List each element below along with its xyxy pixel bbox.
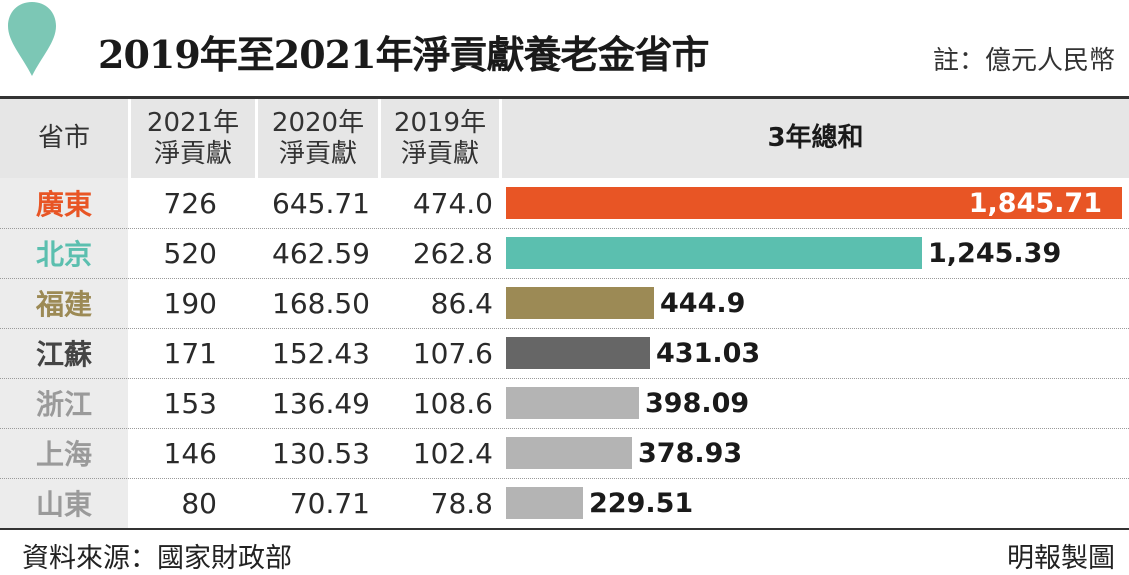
total-bar <box>506 287 654 319</box>
header-2020-sub: 淨貢獻 <box>278 138 357 169</box>
header-2019-year: 2019年 <box>393 107 487 138</box>
value-2019: 107.6 <box>412 336 493 370</box>
total-value-label: 1,245.39 <box>928 237 1062 269</box>
province-label: 江蘇 <box>35 338 92 371</box>
source-note: 資料來源：國家財政部 <box>22 543 292 574</box>
value-2021: 171 <box>163 336 217 370</box>
column-divider <box>128 99 131 529</box>
value-2021: 80 <box>181 486 217 520</box>
total-value-label: 398.09 <box>645 387 750 419</box>
row-divider <box>0 278 1129 279</box>
value-2020: 168.50 <box>272 286 370 320</box>
value-2021: 153 <box>163 386 217 420</box>
province-label: 上海 <box>35 438 92 471</box>
header-2021-sub: 淨貢獻 <box>153 138 232 169</box>
province-label: 山東 <box>35 488 92 521</box>
value-2020: 152.43 <box>272 336 370 370</box>
value-2019: 102.4 <box>412 436 493 470</box>
total-bar <box>506 437 632 469</box>
value-2019: 86.4 <box>430 286 493 320</box>
row-divider <box>0 228 1129 229</box>
value-2020: 645.71 <box>272 186 370 220</box>
row-divider <box>0 328 1129 329</box>
value-2020: 136.49 <box>272 386 370 420</box>
header-total: 3年總和 <box>502 99 1129 178</box>
header-2020: 2020年 淨貢獻 <box>258 99 378 178</box>
total-value-label: 444.9 <box>660 287 746 319</box>
column-divider <box>378 99 381 529</box>
total-bar <box>506 387 639 419</box>
total-value-label: 378.93 <box>638 437 743 469</box>
column-divider <box>499 99 502 529</box>
value-2021: 146 <box>163 436 217 470</box>
row-divider <box>0 478 1129 479</box>
total-bar <box>506 187 1122 219</box>
top-rule <box>0 96 1129 99</box>
total-bar <box>506 487 583 519</box>
value-2020: 130.53 <box>272 436 370 470</box>
value-2019: 108.6 <box>412 386 493 420</box>
header-2019: 2019年 淨貢獻 <box>381 99 499 178</box>
value-2021: 190 <box>163 286 217 320</box>
header-province-label: 省市 <box>37 123 90 154</box>
header-province: 省市 <box>0 99 128 178</box>
header-2021: 2021年 淨貢獻 <box>131 99 255 178</box>
value-2019: 78.8 <box>430 486 493 520</box>
drop-icon <box>8 2 56 76</box>
total-value-label: 229.51 <box>589 487 694 519</box>
province-label: 福建 <box>35 288 92 321</box>
header-total-label: 3年總和 <box>767 123 864 154</box>
province-label: 廣東 <box>35 188 92 221</box>
chart-title: 2019年至2021年淨貢獻養老金省市 <box>98 32 710 77</box>
value-2021: 726 <box>163 186 217 220</box>
bottom-rule <box>0 528 1129 530</box>
value-2019: 262.8 <box>412 236 493 270</box>
province-label: 北京 <box>35 238 92 271</box>
unit-note: 註：億元人民幣 <box>932 46 1115 76</box>
header-2019-sub: 淨貢獻 <box>400 138 479 169</box>
row-divider <box>0 428 1129 429</box>
total-value-label: 431.03 <box>656 337 761 369</box>
total-bar <box>506 237 922 269</box>
credit-note: 明報製圖 <box>1007 543 1115 574</box>
row-divider <box>0 378 1129 379</box>
header-2021-year: 2021年 <box>146 107 240 138</box>
total-bar <box>506 337 650 369</box>
value-2020: 70.71 <box>289 486 370 520</box>
province-label: 浙江 <box>35 388 92 421</box>
total-value-label: 1,845.71 <box>968 187 1102 219</box>
column-divider <box>255 99 258 529</box>
table-header <box>0 99 1129 178</box>
province-column-shade <box>0 178 128 529</box>
header-2020-year: 2020年 <box>271 107 365 138</box>
value-2021: 520 <box>163 236 217 270</box>
value-2019: 474.0 <box>412 186 493 220</box>
value-2020: 462.59 <box>272 236 370 270</box>
